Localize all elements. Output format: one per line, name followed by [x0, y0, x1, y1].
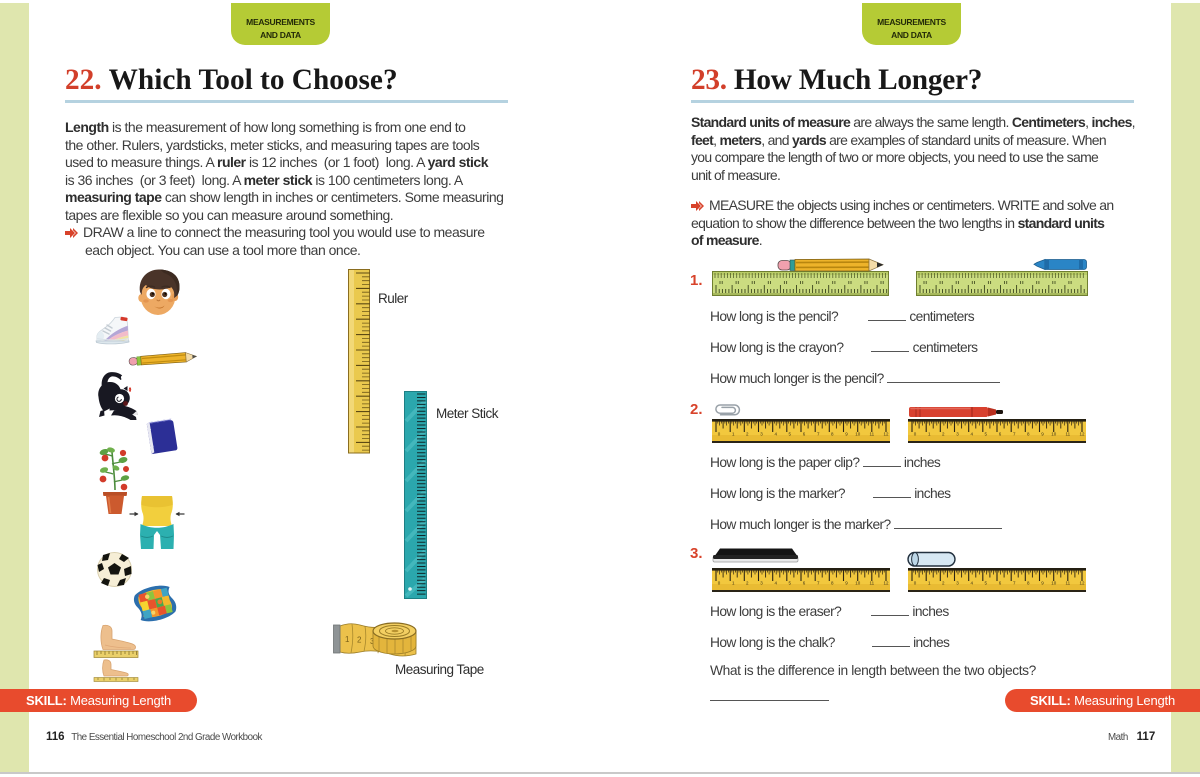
svg-text:11: 11	[869, 581, 874, 586]
svg-text:4: 4	[774, 581, 777, 586]
svg-text:2: 2	[746, 581, 749, 586]
svg-text:11: 11	[1065, 432, 1070, 437]
svg-text:0: 0	[718, 581, 721, 586]
svg-text:1: 1	[732, 581, 735, 586]
svg-text:5: 5	[985, 432, 988, 437]
svg-text:6: 6	[803, 432, 806, 437]
svg-text:3: 3	[956, 581, 959, 586]
svg-text:4: 4	[970, 432, 973, 437]
svg-text:7: 7	[1013, 432, 1016, 437]
svg-text:9: 9	[1041, 432, 1044, 437]
svg-text:12: 12	[883, 432, 889, 437]
svg-text:9: 9	[845, 432, 848, 437]
svg-text:6: 6	[803, 581, 806, 586]
svg-text:10: 10	[1051, 581, 1057, 586]
svg-text:1: 1	[928, 432, 931, 437]
svg-text:0: 0	[914, 581, 917, 586]
svg-text:2: 2	[942, 432, 945, 437]
svg-text:3: 3	[370, 637, 375, 646]
svg-text:12: 12	[1079, 432, 1085, 437]
svg-text:1: 1	[928, 581, 931, 586]
svg-text:7: 7	[817, 581, 820, 586]
svg-text:7: 7	[817, 432, 820, 437]
svg-text:0: 0	[914, 432, 917, 437]
svg-text:12: 12	[1079, 581, 1085, 586]
svg-text:9: 9	[845, 581, 848, 586]
svg-text:5: 5	[985, 581, 988, 586]
svg-text:11: 11	[1065, 581, 1070, 586]
svg-text:10: 10	[1051, 432, 1057, 437]
svg-text:8: 8	[831, 432, 834, 437]
svg-text:7: 7	[1013, 581, 1016, 586]
svg-text:8: 8	[1027, 432, 1030, 437]
svg-text:8: 8	[1027, 581, 1030, 586]
svg-text:11: 11	[869, 432, 874, 437]
svg-text:3: 3	[956, 432, 959, 437]
svg-text:1: 1	[732, 432, 735, 437]
svg-text:6: 6	[999, 581, 1002, 586]
svg-text:0: 0	[718, 432, 721, 437]
svg-text:2: 2	[357, 636, 362, 645]
svg-text:5: 5	[789, 432, 792, 437]
svg-text:12: 12	[883, 581, 889, 586]
svg-text:10: 10	[855, 581, 861, 586]
svg-text:3: 3	[760, 432, 763, 437]
svg-text:5: 5	[789, 581, 792, 586]
svg-text:6: 6	[999, 432, 1002, 437]
svg-text:4: 4	[970, 581, 973, 586]
svg-text:9: 9	[1041, 581, 1044, 586]
svg-text:2: 2	[942, 581, 945, 586]
svg-text:4: 4	[774, 432, 777, 437]
svg-text:3: 3	[760, 581, 763, 586]
svg-text:8: 8	[831, 581, 834, 586]
svg-text:2: 2	[746, 432, 749, 437]
svg-text:1: 1	[345, 635, 350, 644]
svg-text:10: 10	[855, 432, 861, 437]
